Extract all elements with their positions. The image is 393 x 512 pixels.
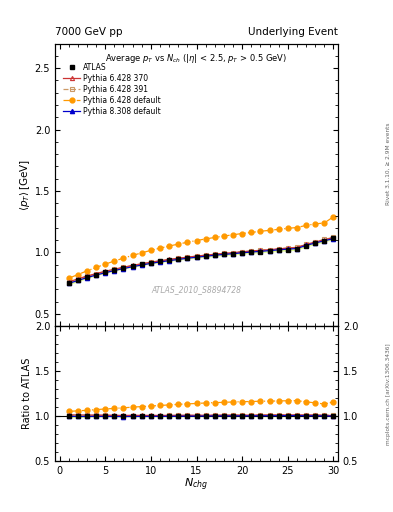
Text: ATLAS_2010_S8894728: ATLAS_2010_S8894728 [151, 285, 242, 294]
Legend: ATLAS, Pythia 6.428 370, Pythia 6.428 391, Pythia 6.428 default, Pythia 8.308 de: ATLAS, Pythia 6.428 370, Pythia 6.428 39… [62, 61, 162, 117]
Text: mcplots.cern.ch [arXiv:1306.3436]: mcplots.cern.ch [arXiv:1306.3436] [386, 344, 391, 445]
X-axis label: $N_{chg}$: $N_{chg}$ [184, 477, 209, 494]
Y-axis label: Ratio to ATLAS: Ratio to ATLAS [22, 358, 32, 429]
Text: Rivet 3.1.10, ≥ 2.9M events: Rivet 3.1.10, ≥ 2.9M events [386, 122, 391, 205]
Text: Underlying Event: Underlying Event [248, 27, 338, 37]
Y-axis label: $\langle p_T \rangle\,[\mathrm{GeV}]$: $\langle p_T \rangle\,[\mathrm{GeV}]$ [18, 159, 32, 211]
Text: 7000 GeV pp: 7000 GeV pp [55, 27, 123, 37]
Text: Average $p_T$ vs $N_{ch}$ ($|\eta|$ < 2.5, $p_T$ > 0.5 GeV): Average $p_T$ vs $N_{ch}$ ($|\eta|$ < 2.… [105, 52, 288, 65]
